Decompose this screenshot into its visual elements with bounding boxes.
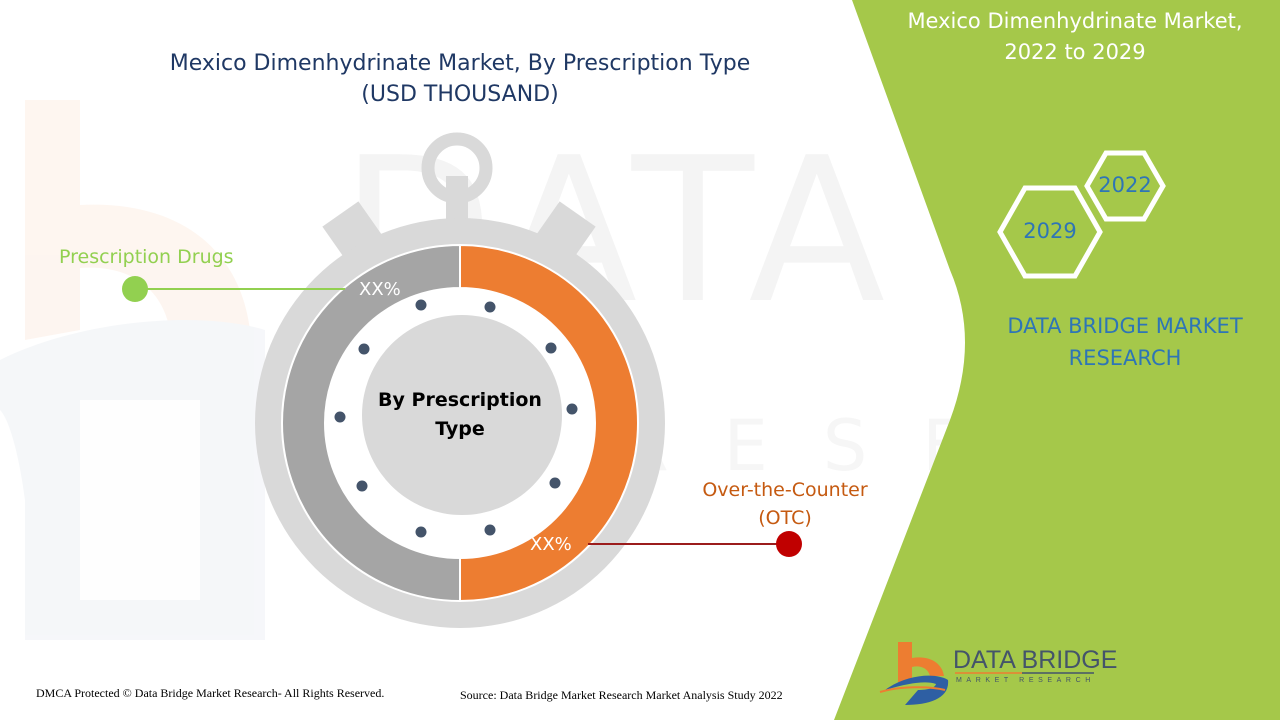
callout-prescription-drugs: Prescription Drugs <box>59 246 234 268</box>
segment-label-otc: XX% <box>530 534 572 555</box>
logo-title: DATA BRIDGE <box>953 646 1118 674</box>
panel-title-line2: 2022 to 2029 <box>1004 40 1146 64</box>
green-side-panel <box>834 0 1280 720</box>
segment-label-prescription: XX% <box>359 279 401 300</box>
center-label: By Prescription Type <box>360 386 560 444</box>
footer-copyright: DMCA Protected © Data Bridge Market Rese… <box>36 686 385 700</box>
callout-otc-line1: Over-the-Counter <box>702 479 868 501</box>
callout-otc: Over-the-Counter (OTC) <box>675 476 895 532</box>
center-label-line1: By Prescription <box>378 389 542 411</box>
brand-line1: DATA BRIDGE MARKET <box>1007 314 1243 338</box>
callout-otc-connector <box>588 531 802 557</box>
chart-title: Mexico Dimenhydrinate Market, By Prescri… <box>120 48 800 110</box>
logo-subtitle: MARKET RESEARCH <box>956 677 1095 684</box>
callout-otc-line2: (OTC) <box>758 507 812 529</box>
stopwatch <box>255 132 665 628</box>
hex-year-2029: 2029 <box>1023 219 1077 243</box>
brand-line2: RESEARCH <box>1068 346 1182 370</box>
center-label-line2: Type <box>435 418 485 440</box>
dial-dots <box>334 299 578 538</box>
panel-title-line1: Mexico Dimenhydrinate Market, <box>907 9 1243 33</box>
watermark-logo <box>0 100 265 640</box>
brand-name: DATA BRIDGE MARKET RESEARCH <box>975 310 1275 374</box>
chart-title-line2: (USD THOUSAND) <box>361 82 559 107</box>
panel-title: Mexico Dimenhydrinate Market, 2022 to 20… <box>880 6 1270 68</box>
callout-prescription-connector <box>122 276 345 302</box>
hexagon-2022 <box>1084 150 1166 222</box>
data-bridge-logo-icon <box>879 642 949 705</box>
chart-title-line1: Mexico Dimenhydrinate Market, By Prescri… <box>169 51 751 76</box>
footer-source: Source: Data Bridge Market Research Mark… <box>460 688 783 702</box>
hexagon-2029 <box>997 185 1103 279</box>
hex-year-2022: 2022 <box>1098 173 1152 197</box>
